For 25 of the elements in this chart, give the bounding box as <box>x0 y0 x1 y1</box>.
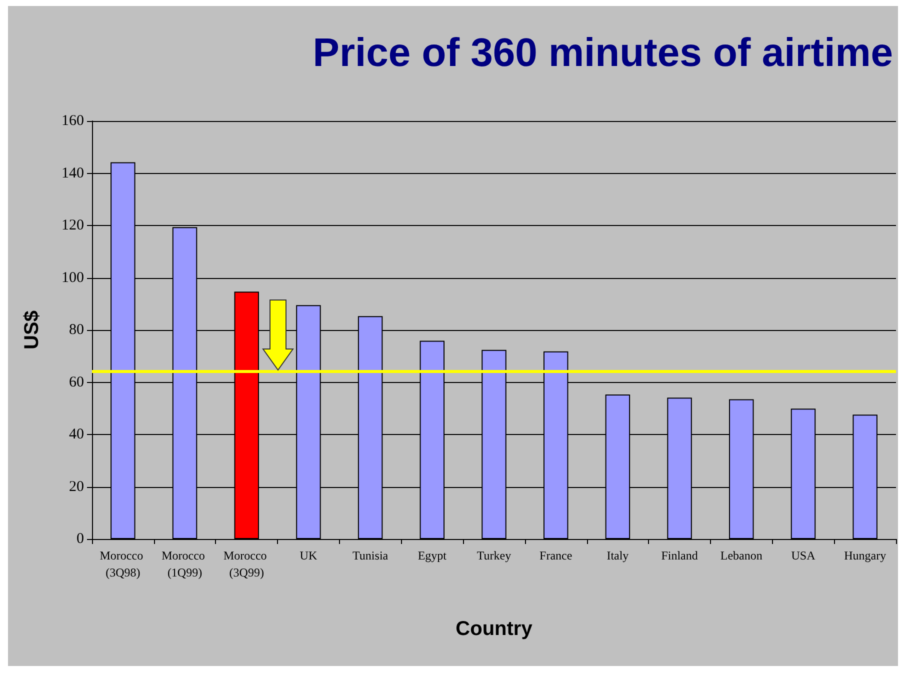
x-tick-label: Turkey <box>476 548 512 562</box>
x-tick-label: USA <box>791 548 816 562</box>
y-tick-label: 100 <box>62 270 84 286</box>
x-tick-label: France <box>540 548 572 562</box>
chart-title: Price of 360 minutes of airtime <box>312 31 894 75</box>
x-tick-label: Morocco (3Q99) <box>223 548 270 580</box>
y-tick-label: 0 <box>76 531 84 547</box>
x-tick-label: Morocco (3Q98) <box>100 548 146 580</box>
y-tick-label: 80 <box>69 322 84 338</box>
x-tick-label: Tunisia <box>352 548 389 562</box>
y-tick-label: 120 <box>62 218 84 234</box>
x-tick-label: Finland <box>661 548 698 562</box>
y-tick-label: 40 <box>69 426 84 442</box>
y-tick-label: 60 <box>69 374 84 390</box>
y-tick-label: 20 <box>69 478 84 495</box>
y-axis-title: US$ <box>21 310 43 350</box>
x-tick-label: Morocco (1Q99) <box>162 548 208 580</box>
x-tick-label: UK <box>300 548 318 562</box>
x-tick-label: Egypt <box>418 548 448 562</box>
x-tick-label: Lebanon <box>720 548 762 562</box>
x-tick-label: Italy <box>606 548 629 562</box>
x-tick-label: Hungary <box>844 548 886 562</box>
y-tick-label: 140 <box>62 165 84 182</box>
y-tick-label: 160 <box>62 113 84 129</box>
x-axis-title: Country <box>456 618 534 640</box>
